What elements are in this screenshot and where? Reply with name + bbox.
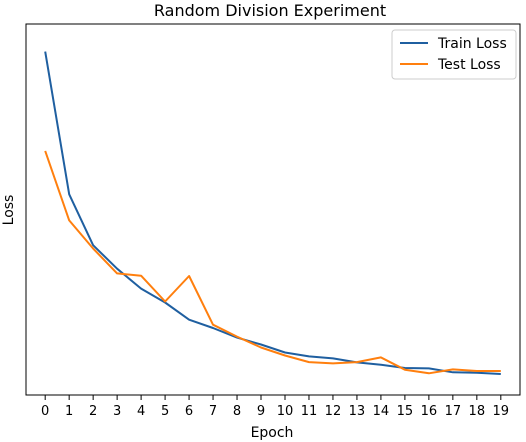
x-tick-label: 8	[233, 404, 241, 419]
x-tick-label: 13	[349, 404, 366, 419]
x-tick-label: 15	[397, 404, 414, 419]
x-tick-label: 16	[421, 404, 438, 419]
x-tick-label: 10	[277, 404, 294, 419]
legend-label-train-loss: Train Loss	[437, 36, 507, 52]
x-tick-label: 9	[257, 404, 265, 419]
legend: Train Loss Test Loss	[391, 29, 517, 80]
x-tick-label: 17	[445, 404, 462, 419]
x-tick-label: 4	[137, 404, 145, 419]
x-axis-label: Epoch	[251, 425, 294, 441]
x-tick-label: 2	[89, 404, 97, 419]
series-lines	[44, 51, 501, 375]
series-line-train-loss	[44, 51, 501, 375]
x-tick-label: 6	[185, 404, 193, 419]
x-tick-label: 5	[161, 404, 169, 419]
series-line-test-loss	[44, 150, 501, 375]
x-tick-label: 11	[301, 404, 318, 419]
x-tick-label: 7	[209, 404, 217, 419]
x-tick-label: 0	[41, 404, 49, 419]
chart-title: Random Division Experiment	[154, 1, 386, 20]
x-tick-label: 14	[373, 404, 390, 419]
legend-label-test-loss: Test Loss	[437, 57, 501, 73]
x-axis-ticks: 0 1 2 3 4 5 6 7 8 9 10 11 12 13 14 15 16 17 18 19	[41, 395, 509, 419]
y-axis-label: Loss	[1, 195, 17, 226]
x-tick-label: 12	[325, 404, 342, 419]
x-tick-label: 19	[493, 404, 510, 419]
x-tick-label: 1	[65, 404, 73, 419]
x-tick-label: 18	[469, 404, 486, 419]
plot-frame	[25, 23, 521, 396]
x-tick-label: 3	[113, 404, 121, 419]
